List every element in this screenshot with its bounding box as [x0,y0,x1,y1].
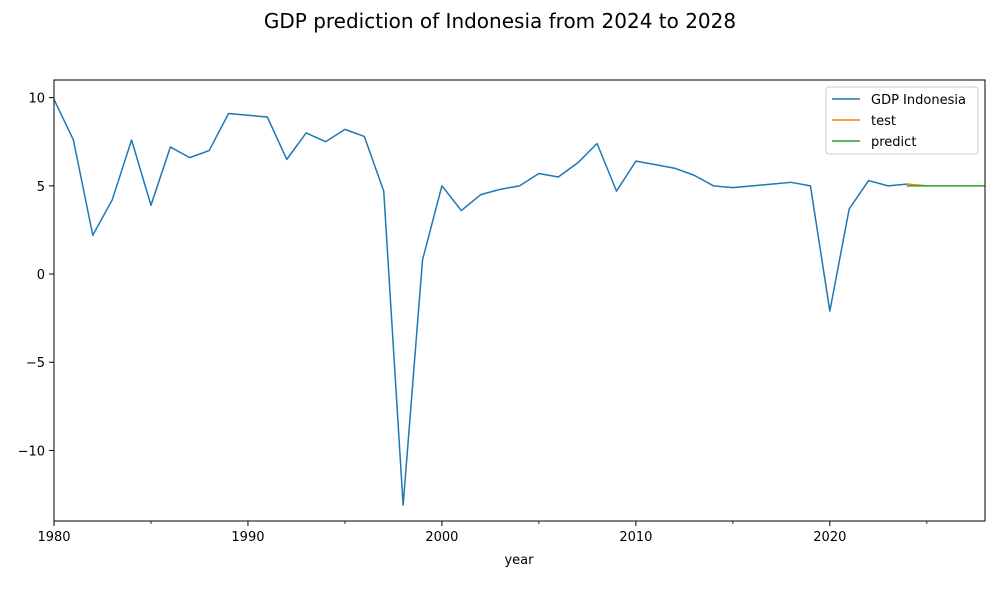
y-tick-label: 0 [37,268,45,283]
x-tick-label: 2000 [425,530,458,545]
legend: GDP Indonesia test predict [825,86,979,155]
x-tick-label: 1990 [231,530,264,545]
x-tick-label: 1980 [37,530,70,545]
chart-title: GDP prediction of Indonesia from 2024 to… [264,9,736,33]
x-tick-label: 2020 [813,530,846,545]
plot-content [54,98,985,506]
legend-label: predict [871,135,916,150]
x-axis: 1980 1990 2000 2010 2020 [37,521,928,545]
y-axis: −10 −5 0 5 10 [18,92,54,459]
y-tick-label: −10 [18,444,45,459]
y-tick-label: 5 [37,180,45,195]
series-line-gdp-indonesia [54,98,909,506]
y-tick-label: 10 [28,92,45,107]
legend-label: test [871,114,896,129]
x-axis-label: year [504,553,534,568]
legend-box [825,86,979,155]
legend-label: GDP Indonesia [871,93,966,108]
y-tick-label: −5 [26,356,45,371]
plot-frame [53,79,986,522]
x-tick-label: 2010 [619,530,652,545]
